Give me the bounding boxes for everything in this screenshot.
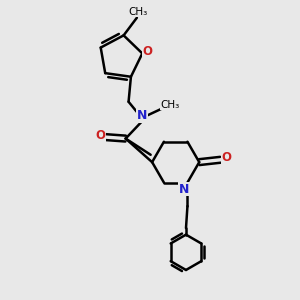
Text: O: O [221, 151, 231, 164]
Text: N: N [179, 182, 189, 196]
Text: CH₃: CH₃ [161, 100, 180, 110]
Text: O: O [142, 45, 153, 58]
Text: N: N [136, 109, 147, 122]
Text: CH₃: CH₃ [129, 7, 148, 17]
Text: O: O [95, 129, 105, 142]
